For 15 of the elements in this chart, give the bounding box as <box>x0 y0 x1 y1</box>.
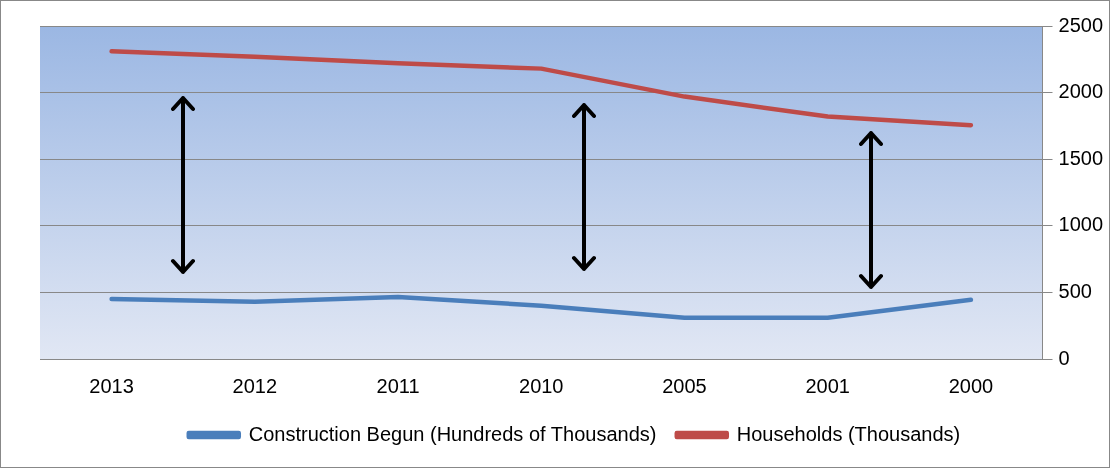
y-tick-label: 1500 <box>1058 146 1104 169</box>
x-tick-label: 2012 <box>232 374 278 397</box>
legend-label: Households (Thousands) <box>736 422 961 445</box>
x-tick-label: 2013 <box>89 374 134 397</box>
x-tick-label: 2011 <box>376 374 420 397</box>
y-tick-label: 1000 <box>1058 213 1104 236</box>
legend-label: Construction Begun (Hundreds of Thousands) <box>248 422 657 445</box>
x-tick-label: 2000 <box>948 374 994 397</box>
y-tick-label: 2500 <box>1058 13 1104 36</box>
y-tick-label: 2000 <box>1058 80 1104 103</box>
y-tick-label: 0 <box>1058 346 1070 369</box>
x-tick-label: 2005 <box>662 374 707 397</box>
x-tick-label: 2010 <box>519 374 564 397</box>
x-tick-label: 2001 <box>805 374 850 397</box>
y-tick-label: 500 <box>1058 279 1092 302</box>
